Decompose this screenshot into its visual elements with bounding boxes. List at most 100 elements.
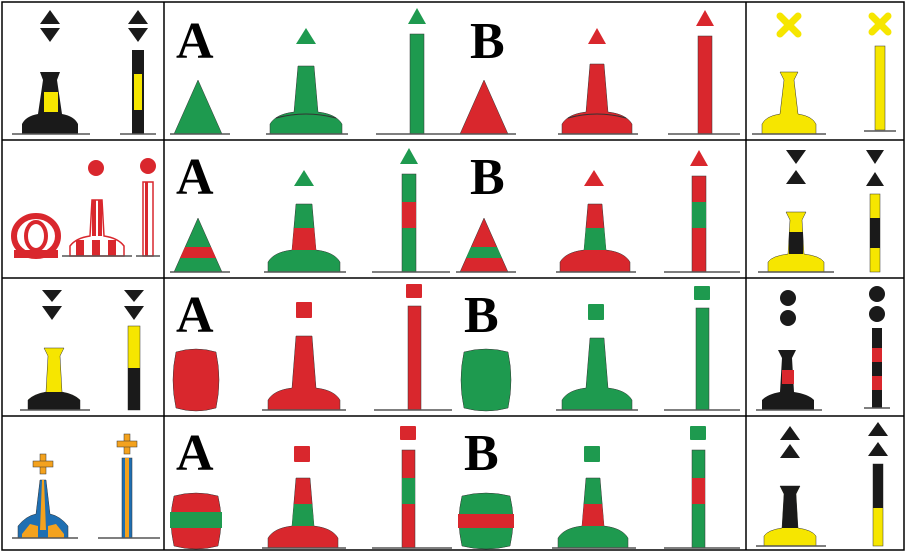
buoy-body [269,65,343,135]
green-red-can-buoy [458,492,514,550]
topmark-down-cone [124,290,144,302]
label-b: B [470,13,505,70]
cardinal-spar-south [866,150,884,273]
cardinal-spar-north [120,10,156,135]
buoy-body [761,71,817,135]
green-conical-topmark-buoy [266,28,348,135]
red-green-can-buoy [170,492,222,550]
sphere-topmark [780,290,796,306]
x-topmark [868,12,892,36]
green-red-spar-buoy [372,148,450,273]
green-conical-buoy [170,79,230,135]
row-2: A B [11,148,884,273]
emergency-wreck-spar [98,433,160,539]
label-b: B [464,425,499,482]
buoy-body [267,335,341,411]
cardinal-buoy-south [758,150,834,273]
topmark-down-cone [124,306,144,320]
cone-topmark [400,148,418,164]
cardinal-buoy-north-2 [756,426,826,547]
label-b: B [464,287,499,344]
topmark-up-cone [40,10,60,24]
topmark-up-cone [128,10,148,24]
sphere-topmark [869,286,885,302]
emergency-wreck-buoy [12,453,78,539]
topmark-down-cone [786,150,806,164]
topmark-down-cone [866,172,884,186]
cone-topmark [690,150,708,166]
topmark-down-cone [866,150,884,164]
cardinal-buoy-north [12,10,90,135]
cross-topmark [116,433,138,455]
red-green-can-topmark-buoy [262,446,346,549]
label-a: A [176,13,214,70]
red-spar-buoy [668,10,740,135]
red-green-conical-buoy [456,217,516,273]
can-topmark [584,446,600,462]
green-red-conical-topmark-buoy [264,170,346,273]
red-conical-buoy [456,79,516,135]
red-white-ring-buoy [11,213,61,259]
green-can-topmark-buoy [556,304,638,411]
yellow-band [44,92,58,112]
can-topmark [690,426,706,440]
special-mark-buoy [752,12,826,135]
spar-body [697,35,713,135]
sphere-topmark [869,306,885,322]
cone-topmark [588,28,606,44]
topmark-down-cone [128,28,148,42]
row-4: A B [12,422,888,550]
isolated-danger-spar [864,286,890,409]
spar-body [409,33,425,135]
sphere-topmark [88,160,104,176]
red-green-spar-buoy [664,150,740,273]
buoy-body [561,63,633,135]
row-3: A B [20,284,890,412]
cone-topmark [696,10,714,26]
row-1: A B [12,8,896,135]
green-red-spar-can-buoy [664,426,740,549]
green-red-can-topmark-buoy [552,446,636,549]
topmark-up-cone [868,442,888,456]
cross-topmark [32,453,54,475]
topmark-up-cone [780,444,800,458]
green-spar-can-buoy [664,286,740,411]
can-topmark [294,446,310,462]
topmark-up-cone [780,426,800,440]
red-green-spar-can-buoy [372,426,452,549]
safe-water-buoy [62,160,132,257]
sphere-topmark [780,310,796,326]
special-mark-spar [864,12,896,132]
topmark-down-cone [42,290,62,302]
spar-body [874,45,886,131]
can-topmark [400,426,416,440]
x-topmark [776,12,802,38]
label-a: A [176,149,214,206]
topmark-down-cone [786,170,806,184]
cardinal-spar-north-2 [868,422,888,547]
cardinal-buoy-east [20,290,90,411]
topmark-down-cone [42,306,62,320]
can-topmark [588,304,604,320]
isolated-danger-buoy [756,290,822,411]
yellow-band [134,74,142,110]
cardinal-spar-east [124,290,144,411]
can-topmark [694,286,710,300]
red-can-buoy [172,348,220,412]
green-spar-buoy [376,8,456,135]
topmark-down-cone [40,28,60,42]
cone-topmark [584,170,604,186]
red-spar-can-buoy [374,284,452,411]
label-a: A [176,425,214,482]
red-conical-topmark-buoy [558,28,638,135]
red-can-topmark-buoy [262,302,346,411]
red-green-conical-topmark-buoy [556,170,636,273]
sphere-topmark [140,158,156,174]
cone-topmark [296,28,316,44]
label-a: A [176,287,214,344]
green-can-buoy [460,348,512,412]
cone-topmark [294,170,314,186]
topmark-up-cone [868,422,888,436]
